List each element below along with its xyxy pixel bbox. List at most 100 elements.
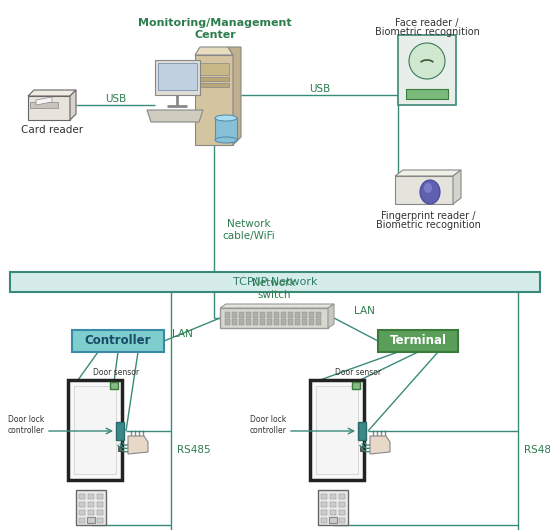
Bar <box>158 63 197 90</box>
Bar <box>309 319 314 325</box>
Bar <box>339 510 345 515</box>
Bar <box>253 312 258 318</box>
Bar <box>118 446 121 451</box>
Bar <box>97 494 103 499</box>
Bar <box>309 312 314 318</box>
Bar <box>267 319 272 325</box>
Text: Face reader /: Face reader / <box>395 18 459 28</box>
Bar <box>281 312 286 318</box>
Text: LAN: LAN <box>172 329 192 339</box>
Bar <box>310 380 364 480</box>
Circle shape <box>409 43 445 79</box>
Bar <box>30 102 58 108</box>
Bar <box>116 422 124 440</box>
Bar <box>72 330 164 352</box>
Circle shape <box>200 88 206 94</box>
Bar <box>267 312 272 318</box>
Bar <box>281 319 286 325</box>
Polygon shape <box>328 304 334 328</box>
Bar <box>288 319 293 325</box>
Bar <box>79 502 85 507</box>
Bar <box>199 83 229 87</box>
Ellipse shape <box>420 180 440 204</box>
Text: Fingerprint reader /: Fingerprint reader / <box>381 211 475 221</box>
Text: USB: USB <box>309 84 330 94</box>
Bar <box>339 502 345 507</box>
Bar <box>220 308 328 328</box>
Bar <box>239 312 244 318</box>
Bar <box>321 502 327 507</box>
Polygon shape <box>128 436 148 454</box>
Bar <box>302 319 307 325</box>
Bar <box>316 319 321 325</box>
Bar <box>87 517 95 523</box>
Bar <box>260 319 265 325</box>
Bar <box>88 494 94 499</box>
Bar <box>318 490 348 525</box>
Bar <box>302 312 307 318</box>
Bar <box>330 518 336 523</box>
Bar <box>316 386 358 474</box>
Bar <box>321 518 327 523</box>
Polygon shape <box>195 47 233 55</box>
Bar <box>316 312 321 318</box>
Text: Door sensor: Door sensor <box>93 368 139 377</box>
Bar <box>232 312 237 318</box>
Text: Card reader: Card reader <box>21 125 83 135</box>
Bar <box>378 330 458 352</box>
Text: Biometric recognition: Biometric recognition <box>376 220 481 230</box>
Bar <box>76 490 106 525</box>
Bar <box>329 517 337 523</box>
Text: USB: USB <box>105 94 126 104</box>
Polygon shape <box>395 176 453 204</box>
Bar <box>199 63 229 75</box>
Bar <box>406 89 448 99</box>
Polygon shape <box>70 90 76 120</box>
Bar <box>68 380 122 480</box>
Bar <box>97 510 103 515</box>
Bar <box>88 502 94 507</box>
Text: RS485: RS485 <box>524 445 550 455</box>
Bar <box>199 77 229 81</box>
Text: LAN: LAN <box>354 306 375 316</box>
Text: Terminal: Terminal <box>389 334 447 348</box>
Bar <box>288 312 293 318</box>
Text: RS485: RS485 <box>177 445 211 455</box>
Bar <box>321 494 327 499</box>
Bar <box>246 319 251 325</box>
Text: TCP/IP Network: TCP/IP Network <box>233 277 317 287</box>
Bar <box>330 510 336 515</box>
Bar <box>274 319 279 325</box>
Bar <box>398 35 456 105</box>
Ellipse shape <box>215 137 237 143</box>
Bar <box>110 382 118 389</box>
Bar <box>215 118 237 140</box>
Bar <box>239 319 244 325</box>
Text: Door lock
controller: Door lock controller <box>249 416 286 435</box>
Bar <box>253 319 258 325</box>
Bar <box>352 382 360 389</box>
Bar <box>358 422 366 440</box>
Bar <box>330 494 336 499</box>
Bar <box>330 502 336 507</box>
Text: Door lock
controller: Door lock controller <box>7 416 44 435</box>
Bar <box>225 319 230 325</box>
Bar <box>79 518 85 523</box>
Bar <box>10 272 540 292</box>
Bar <box>97 502 103 507</box>
Bar <box>339 494 345 499</box>
Text: Network
cable/WiFi: Network cable/WiFi <box>222 219 275 241</box>
Text: Monitoring/Management
Center: Monitoring/Management Center <box>138 18 292 40</box>
Bar <box>295 319 300 325</box>
Ellipse shape <box>424 183 432 193</box>
Polygon shape <box>36 97 52 105</box>
Polygon shape <box>220 304 334 308</box>
Bar <box>155 60 200 95</box>
Bar <box>232 319 237 325</box>
Text: Door sensor: Door sensor <box>335 368 381 377</box>
Text: Network
switch: Network switch <box>252 278 296 300</box>
Bar <box>79 494 85 499</box>
Text: Biometric recognition: Biometric recognition <box>375 27 480 37</box>
Bar <box>339 518 345 523</box>
Bar <box>88 510 94 515</box>
